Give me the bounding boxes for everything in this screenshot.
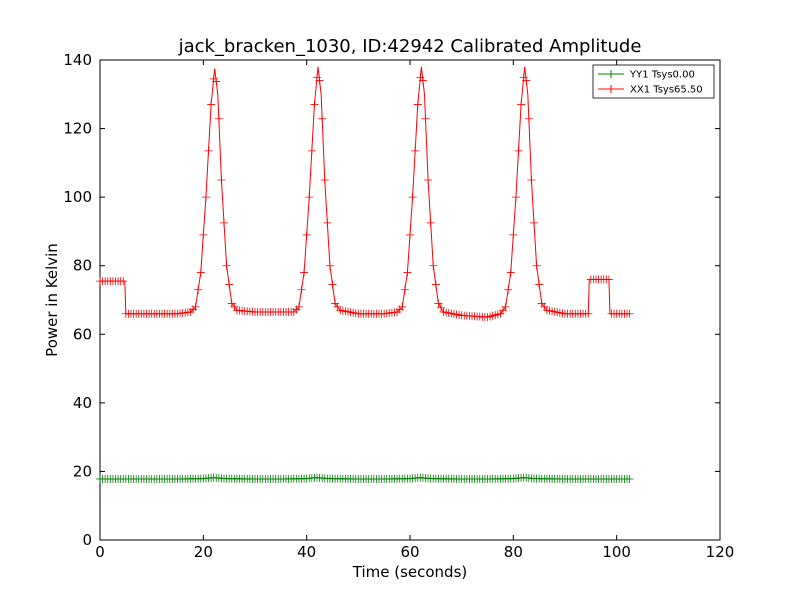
data-point [302,230,311,239]
data-point [421,114,430,123]
data-point [315,76,324,85]
legend: YY1 Tsys0.00 XX1 Tsys65.50 [592,64,715,99]
data-point [225,280,234,289]
y-tick-label: 100 [63,188,92,206]
data-point [514,146,523,155]
data-point [323,218,332,227]
data-point [517,100,526,109]
data-point [217,176,226,184]
data-point [119,277,128,286]
data-point [318,114,327,123]
data-point [305,193,314,202]
data-point [408,193,417,202]
data-point [511,193,520,202]
series-layer [96,66,634,483]
data-point [207,100,216,109]
data-point [411,146,420,155]
data-point [403,268,412,277]
data-point [196,268,205,277]
data-point [199,230,208,239]
x-axis-label: Time (seconds) [352,563,468,581]
data-point [222,261,231,270]
data-point [584,309,593,318]
chart-title: jack_bracken_1030, ID:42942 Calibrated A… [178,36,642,57]
data-point [506,268,515,277]
data-point [535,280,544,289]
y-tick-label: 120 [63,120,92,138]
data-point [204,146,213,155]
x-tick-label: 60 [400,543,419,561]
data-point [504,285,513,294]
x-tick-label: 100 [602,543,631,561]
x-tick-label: 40 [297,543,316,561]
data-point [320,176,329,184]
data-point [398,302,407,311]
data-point [625,309,634,318]
data-point [307,146,316,155]
data-point [400,285,409,294]
x-tick-label: 80 [504,543,523,561]
data-point [437,303,445,312]
data-point [297,285,306,294]
data-point [413,100,422,109]
legend-label-yy1: YY1 Tsys0.00 [629,70,695,81]
data-point [220,218,228,227]
data-point [418,76,427,85]
y-axis-label: Power in Kelvin [43,243,61,357]
data-point [194,285,203,294]
x-axis-ticks: 0 20 40 60 80 100 120 [95,60,734,561]
data-point [527,176,536,184]
y-tick-label: 60 [73,325,92,343]
legend-box [592,64,715,99]
data-point [429,261,438,270]
data-point [524,114,533,123]
data-point [522,76,531,85]
data-point [625,474,634,483]
data-point [434,299,443,308]
y-tick-label: 0 [82,531,92,549]
data-point [406,230,414,239]
data-point [431,280,440,289]
y-tick-label: 20 [73,462,92,480]
data-point [212,77,221,86]
plot-area [99,59,721,541]
y-axis-ticks: 0 20 40 60 80 100 120 140 [63,51,720,549]
data-point [426,218,435,227]
data-point [532,261,541,270]
data-point [530,218,538,227]
data-point [214,114,223,123]
data-point [310,100,319,109]
x-tick-label: 20 [194,543,213,561]
y-tick-label: 140 [63,51,92,69]
data-point [501,302,510,311]
x-tick-label: 120 [706,543,735,561]
y-tick-label: 40 [73,394,92,412]
x-tick-label: 0 [95,543,105,561]
data-point [201,193,210,202]
data-point [300,268,309,277]
data-point [509,230,518,239]
y-tick-label: 80 [73,257,92,275]
data-point [191,302,200,311]
data-point [294,302,303,311]
data-point [424,176,433,184]
data-point [604,275,613,284]
data-point [328,280,337,289]
data-point [325,261,334,270]
legend-label-xx1: XX1 Tsys65.50 [630,85,703,96]
